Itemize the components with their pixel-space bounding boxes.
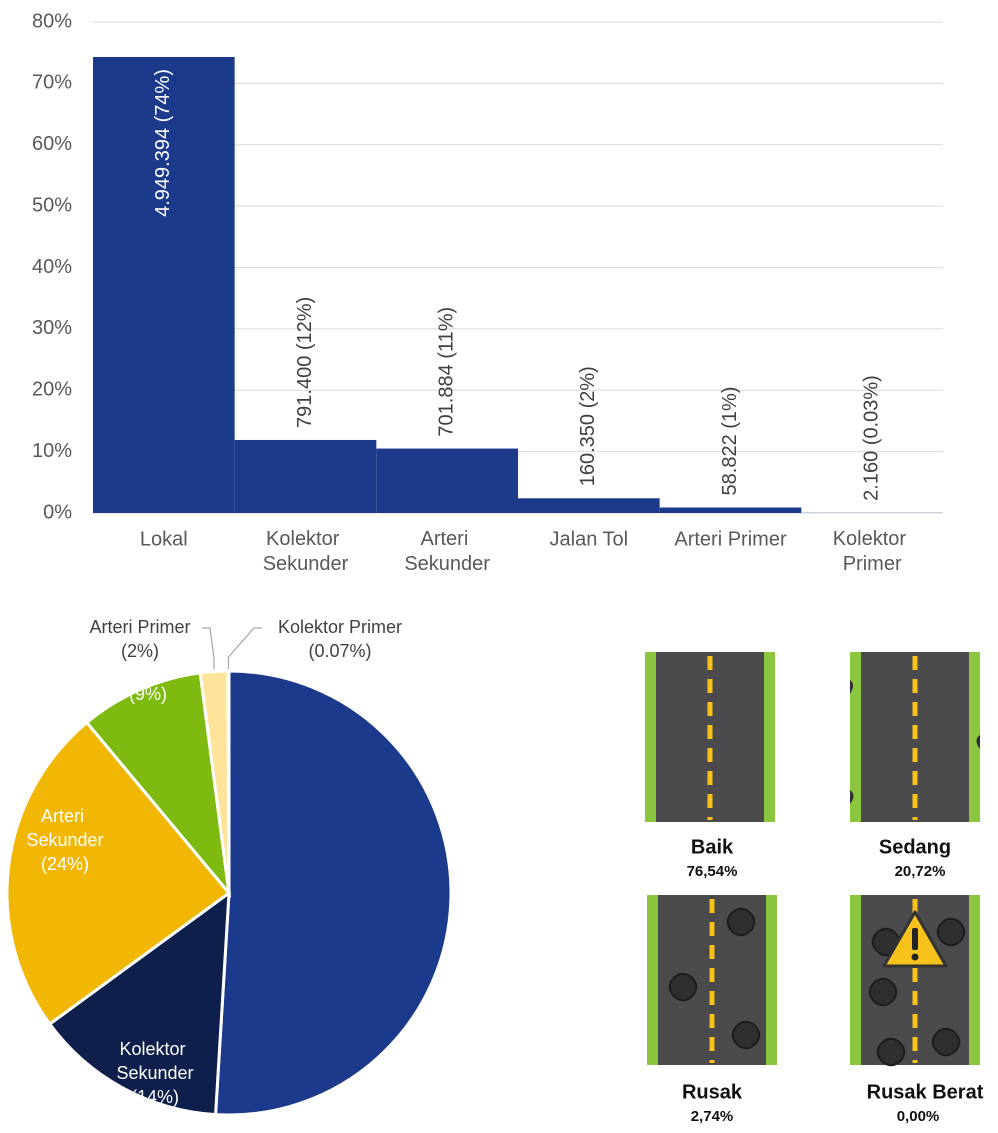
- road-label: Rusak Berat: [867, 1081, 984, 1103]
- road-baik: [645, 652, 775, 822]
- value-label: 4.949.394 (74%): [152, 69, 174, 217]
- slice-label: Arteri Primer: [89, 617, 190, 637]
- x-tick-label: Kolektor Primer: [833, 528, 912, 575]
- bar: [518, 498, 660, 513]
- y-tick-label: 60%: [32, 133, 72, 155]
- bar: [235, 440, 377, 513]
- pothole: [878, 1039, 905, 1066]
- value-label: 2.160 (0.03%): [860, 375, 882, 501]
- value-label: 701.884 (11%): [435, 307, 457, 437]
- slice-value: (24%): [41, 854, 89, 874]
- road-icons: [645, 652, 980, 1065]
- x-tick-label: Arteri Primer: [674, 528, 787, 550]
- pothole: [733, 1022, 760, 1049]
- road-value: 76,54%: [687, 863, 738, 880]
- slice-value: (9%): [129, 684, 167, 704]
- pothole: [670, 974, 697, 1001]
- pothole: [728, 909, 755, 936]
- slice-value: (14%): [131, 1087, 179, 1107]
- road-label: Baik: [691, 836, 734, 858]
- y-tick-label: 70%: [32, 72, 72, 94]
- x-tick-label: Jalan Tol: [550, 528, 629, 550]
- road-value: 2,74%: [691, 1108, 734, 1125]
- pothole: [933, 1029, 960, 1056]
- value-label: 791.400 (12%): [294, 297, 316, 428]
- road-value: 20,72%: [895, 863, 946, 880]
- road-label: Rusak: [682, 1081, 743, 1103]
- x-tick-label: Kolektor Sekunder: [263, 528, 349, 575]
- slice-label: Lokal: [386, 677, 429, 697]
- pothole: [870, 979, 897, 1006]
- pie-slice: [216, 671, 451, 1115]
- road-value: 0,00%: [897, 1108, 940, 1125]
- value-label: 160.350 (2%): [577, 366, 599, 486]
- slice-label: Kolektor Primer: [278, 617, 402, 637]
- x-tick-label: Lokal: [140, 528, 188, 550]
- warning-dot: [912, 954, 919, 961]
- road-label: Sedang: [879, 836, 951, 858]
- value-label: 58.822 (1%): [719, 387, 741, 496]
- y-tick-label: 10%: [32, 440, 72, 462]
- y-tick-label: 20%: [32, 379, 72, 401]
- y-tick-label: 30%: [32, 317, 72, 339]
- y-tick-label: 0%: [43, 501, 72, 523]
- y-tick-label: 50%: [32, 194, 72, 216]
- leader-line: [229, 628, 262, 669]
- pie-slice: [228, 671, 229, 893]
- y-tick-label: 40%: [32, 256, 72, 278]
- slice-label: Jalan Tol: [113, 660, 184, 680]
- slice-value: (2%): [121, 641, 159, 661]
- bar: [376, 449, 518, 513]
- leader-line: [202, 628, 214, 670]
- slice-value: (0.07%): [308, 641, 371, 661]
- bar: [660, 507, 802, 513]
- slice-value: (51%): [384, 701, 432, 721]
- warning-mark: [912, 928, 918, 950]
- pothole: [938, 919, 965, 946]
- road-sedang: [850, 652, 980, 822]
- x-tick-label: Arteri Sekunder: [404, 528, 490, 575]
- y-tick-label: 80%: [32, 10, 72, 32]
